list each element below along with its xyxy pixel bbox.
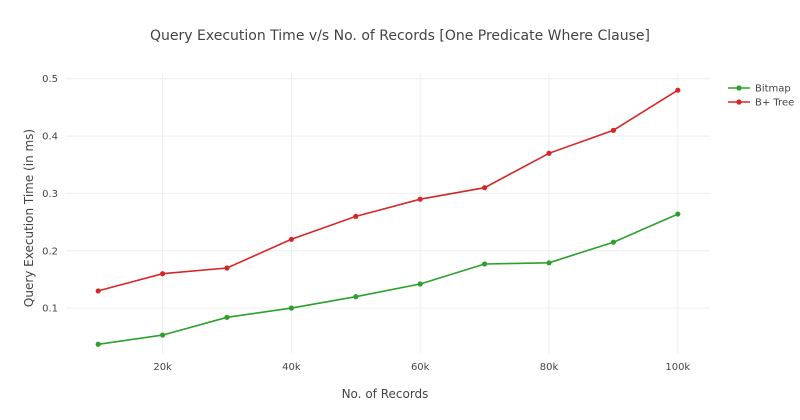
series-line-b-tree [97, 89, 679, 292]
data-point-bitmap[interactable] [546, 260, 552, 266]
y-axis-label: Query Execution Time (in ms) [22, 129, 36, 307]
x-axis-label: No. of Records [342, 387, 429, 401]
data-point-b-tree[interactable] [675, 87, 681, 93]
legend-swatch-marker [736, 99, 742, 105]
data-point-b-tree[interactable] [482, 185, 488, 191]
data-point-bitmap[interactable] [482, 261, 488, 267]
data-point-b-tree[interactable] [546, 150, 552, 156]
legend-swatch-marker [736, 85, 742, 91]
data-point-bitmap[interactable] [224, 314, 230, 320]
y-axis-ticks: 0.1 0.2 0.3 0.4 0.5 [42, 74, 58, 314]
data-point-bitmap[interactable] [417, 281, 423, 287]
data-point-b-tree[interactable] [353, 213, 359, 219]
series-line-bitmap [98, 213, 679, 346]
x-tick-label: 20k [153, 362, 172, 373]
data-point-b-tree[interactable] [224, 265, 230, 271]
x-tick-label: 100k [665, 362, 690, 373]
data-point-b-tree[interactable] [417, 196, 423, 202]
y-tick-label: 0.5 [42, 74, 58, 85]
y-tick-label: 0.4 [42, 132, 58, 143]
y-tick-label: 0.2 [42, 246, 58, 257]
data-point-bitmap[interactable] [610, 239, 617, 245]
data-point-bitmap[interactable] [675, 211, 681, 217]
data-point-bitmap[interactable] [353, 294, 359, 300]
legend-item-bitmap[interactable]: Bitmap [728, 84, 791, 95]
data-point-b-tree[interactable] [610, 127, 617, 133]
x-tick-label: 40k [282, 362, 301, 373]
data-point-bitmap[interactable] [288, 305, 294, 311]
data-point-bitmap[interactable] [95, 341, 101, 347]
data-point-bitmap[interactable] [160, 332, 166, 338]
y-tick-label: 0.3 [42, 189, 58, 200]
legend[interactable]: Bitmap B+ Tree [728, 84, 794, 109]
legend-label: Bitmap [755, 84, 791, 95]
grid [66, 73, 710, 354]
x-tick-label: 80k [540, 362, 559, 373]
y-tick-label: 0.1 [42, 304, 58, 315]
legend-item-b-tree[interactable]: B+ Tree [728, 98, 794, 109]
data-point-b-tree[interactable] [95, 288, 101, 294]
x-tick-label: 60k [411, 362, 430, 373]
x-axis-ticks: 20k 40k 60k 80k 100k [153, 362, 690, 373]
chart-title: Query Execution Time v/s No. of Records … [150, 28, 650, 44]
legend-label: B+ Tree [755, 98, 794, 109]
data-point-b-tree[interactable] [160, 271, 166, 277]
series-lines [95, 87, 681, 347]
data-point-b-tree[interactable] [288, 236, 294, 242]
